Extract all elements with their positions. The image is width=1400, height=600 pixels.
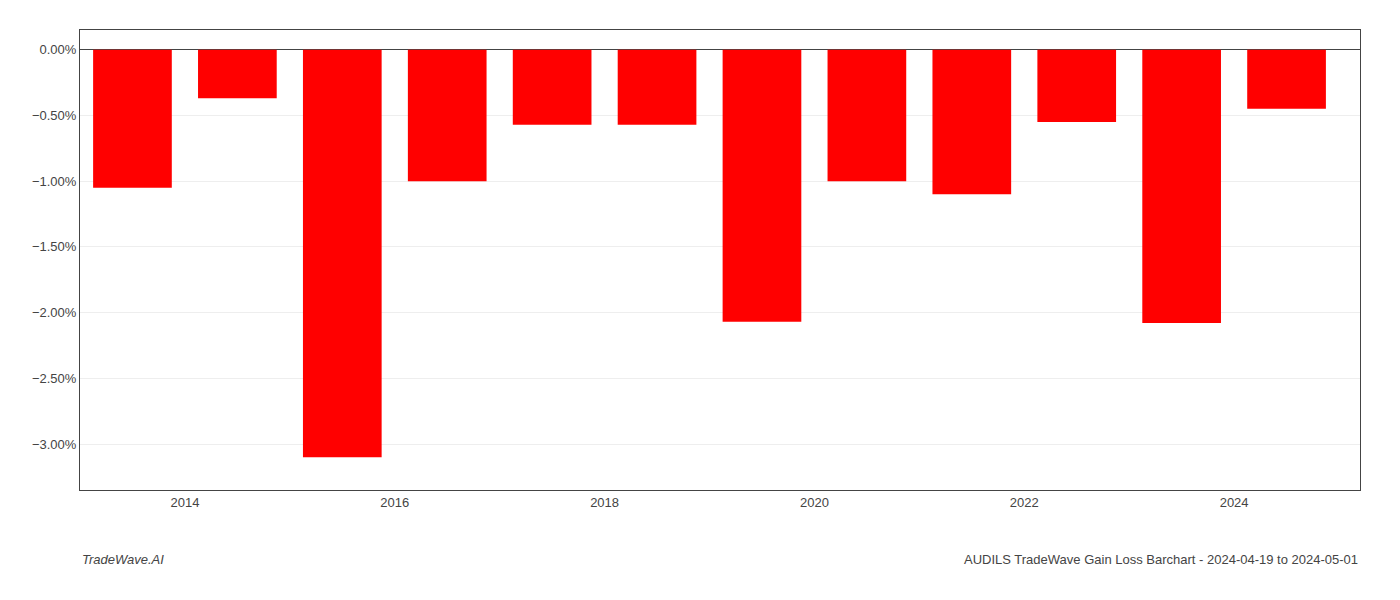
svg-text:−0.50%: −0.50% <box>32 108 77 123</box>
svg-text:2016: 2016 <box>380 495 409 510</box>
svg-text:2020: 2020 <box>800 495 829 510</box>
svg-text:2024: 2024 <box>1220 495 1249 510</box>
svg-text:−1.50%: −1.50% <box>32 239 77 254</box>
svg-text:0.00%: 0.00% <box>40 42 77 57</box>
svg-text:TradeWave.AI: TradeWave.AI <box>82 552 164 567</box>
svg-text:−2.50%: −2.50% <box>32 371 77 386</box>
svg-text:2022: 2022 <box>1010 495 1039 510</box>
svg-text:−3.00%: −3.00% <box>32 437 77 452</box>
svg-text:−2.00%: −2.00% <box>32 305 77 320</box>
svg-text:−1.00%: −1.00% <box>32 174 77 189</box>
svg-text:2018: 2018 <box>590 495 619 510</box>
svg-text:AUDILS TradeWave Gain Loss Bar: AUDILS TradeWave Gain Loss Barchart - 20… <box>964 552 1358 567</box>
svg-text:2014: 2014 <box>170 495 199 510</box>
